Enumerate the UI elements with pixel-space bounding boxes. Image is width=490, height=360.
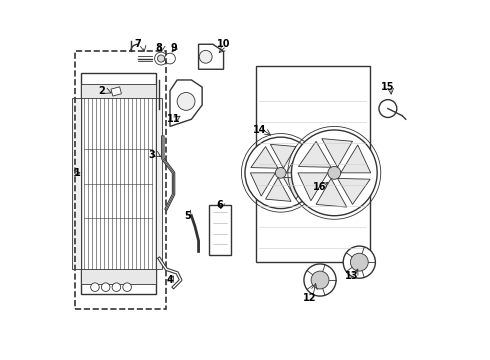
Text: 2: 2 xyxy=(99,86,105,96)
Polygon shape xyxy=(316,179,347,207)
Text: 16: 16 xyxy=(313,182,327,192)
Circle shape xyxy=(292,130,377,216)
Bar xyxy=(81,84,156,98)
Circle shape xyxy=(91,283,99,292)
Bar xyxy=(156,98,162,269)
Polygon shape xyxy=(298,141,331,167)
Circle shape xyxy=(177,93,195,111)
Polygon shape xyxy=(270,144,296,168)
Circle shape xyxy=(311,271,329,289)
Polygon shape xyxy=(341,145,371,173)
Circle shape xyxy=(199,50,212,63)
Text: 9: 9 xyxy=(170,43,177,53)
Polygon shape xyxy=(198,44,223,69)
Polygon shape xyxy=(251,147,278,168)
Bar xyxy=(75,51,167,309)
Bar xyxy=(256,66,370,262)
Text: 4: 4 xyxy=(167,275,173,285)
Circle shape xyxy=(328,166,341,179)
Bar xyxy=(72,98,81,269)
Polygon shape xyxy=(283,177,311,199)
Polygon shape xyxy=(298,173,328,201)
Text: 10: 10 xyxy=(217,39,230,49)
Circle shape xyxy=(157,55,165,62)
Polygon shape xyxy=(266,177,291,201)
Circle shape xyxy=(304,264,336,296)
Circle shape xyxy=(275,167,286,178)
Polygon shape xyxy=(250,173,275,196)
Text: 1: 1 xyxy=(74,168,80,178)
Text: 6: 6 xyxy=(217,200,223,210)
Text: 14: 14 xyxy=(252,125,266,135)
Text: 12: 12 xyxy=(302,293,316,303)
Circle shape xyxy=(123,283,131,292)
Circle shape xyxy=(379,100,397,117)
Polygon shape xyxy=(209,205,231,255)
Text: 8: 8 xyxy=(156,43,163,53)
Circle shape xyxy=(245,137,317,208)
Text: 5: 5 xyxy=(184,211,191,221)
Bar xyxy=(81,73,156,294)
Text: 3: 3 xyxy=(149,150,155,160)
Circle shape xyxy=(155,52,168,65)
Bar xyxy=(81,269,156,284)
Circle shape xyxy=(101,283,110,292)
Polygon shape xyxy=(338,179,370,204)
Polygon shape xyxy=(322,139,352,167)
Text: 11: 11 xyxy=(167,114,180,124)
Polygon shape xyxy=(170,80,202,126)
Circle shape xyxy=(112,283,121,292)
Text: 15: 15 xyxy=(381,82,394,92)
Circle shape xyxy=(343,246,375,278)
Text: 13: 13 xyxy=(345,271,359,282)
Polygon shape xyxy=(286,150,311,173)
Text: 7: 7 xyxy=(134,39,141,49)
Bar xyxy=(111,87,122,96)
Circle shape xyxy=(350,253,368,271)
Circle shape xyxy=(165,53,175,64)
